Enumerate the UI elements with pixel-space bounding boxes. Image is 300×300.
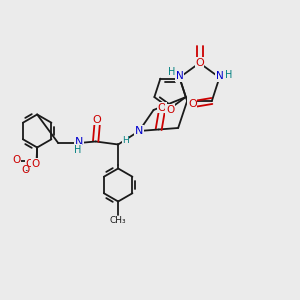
Text: N: N bbox=[75, 137, 83, 147]
Text: H: H bbox=[74, 145, 81, 154]
Text: N: N bbox=[216, 71, 223, 81]
Text: O: O bbox=[157, 103, 166, 112]
Text: H: H bbox=[225, 70, 232, 80]
Text: O: O bbox=[166, 105, 174, 115]
Text: N: N bbox=[176, 71, 183, 81]
Text: N: N bbox=[135, 126, 143, 136]
Text: CH₃: CH₃ bbox=[110, 217, 127, 226]
Text: O: O bbox=[195, 58, 204, 68]
Text: O: O bbox=[26, 159, 34, 169]
Text: O: O bbox=[188, 99, 197, 109]
Text: O: O bbox=[12, 155, 20, 165]
Text: O: O bbox=[21, 165, 29, 175]
Text: O: O bbox=[32, 159, 40, 169]
Text: O: O bbox=[93, 115, 101, 124]
Text: H: H bbox=[168, 67, 176, 77]
Text: H: H bbox=[122, 136, 129, 146]
